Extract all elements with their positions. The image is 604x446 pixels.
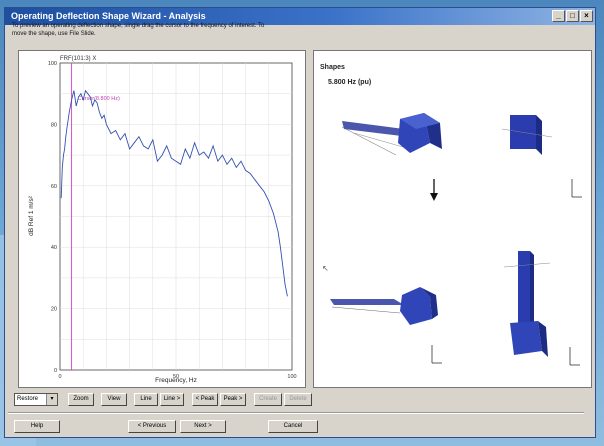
close-button[interactable]: ×: [580, 10, 593, 22]
y-tick-label: 60: [51, 184, 57, 190]
chevron-down-icon[interactable]: ▾: [46, 394, 57, 405]
plot-grid: [60, 63, 292, 370]
y-axis-label: dB Ref 1 m/s²: [28, 195, 35, 236]
x-tick-label: 0: [58, 374, 61, 380]
shape-view-front: [501, 115, 582, 198]
shapes-view[interactable]: Shapes 5.800 Hz (pu): [314, 51, 591, 387]
button-separator: [8, 412, 584, 414]
peak-next-button[interactable]: Peak >: [220, 393, 246, 406]
y-tick-label: 0: [54, 368, 57, 374]
cursor-label: Cursor(8.800 Hz): [78, 96, 120, 102]
x-axis-ticks: 0 50 100: [58, 374, 296, 380]
view-button[interactable]: View: [101, 393, 127, 406]
peak-prev-button[interactable]: < Peak: [192, 393, 218, 406]
instructions-text: To preview an operating deflection shape…: [12, 22, 312, 38]
next-button[interactable]: Next >: [180, 420, 226, 433]
previous-button[interactable]: < Previous: [128, 420, 176, 433]
shapes-panel: Shapes 5.800 Hz (pu): [313, 50, 592, 388]
window-title: Operating Deflection Shape Wizard - Anal…: [11, 11, 206, 21]
view-mode-select[interactable]: Restore ▾: [14, 393, 58, 406]
spectrum-chart[interactable]: FRF(101:3) X 100 80 60 40 20 0 0 50 100 Cursor(…: [19, 51, 305, 387]
y-tick-label: 20: [51, 307, 57, 313]
x-tick-label: 100: [287, 374, 296, 380]
line-next-button[interactable]: Line >: [160, 393, 184, 406]
title-bar[interactable]: Operating Deflection Shape Wizard - Anal…: [5, 8, 595, 25]
mouse-cursor-icon: ↖: [322, 264, 329, 273]
maximize-button[interactable]: □: [566, 10, 579, 22]
view-mode-value: Restore: [17, 396, 39, 402]
shape-view-iso: [341, 113, 442, 201]
instructions-line-1: To preview an operating deflection shape…: [12, 23, 265, 29]
y-tick-label: 100: [48, 61, 57, 67]
shapes-frequency: 5.800 Hz (pu): [328, 79, 371, 86]
spectrum-panel[interactable]: FRF(101:3) X 100 80 60 40 20 0 0 50 100 Cursor(…: [18, 50, 306, 388]
chart-title: FRF(101:3) X: [60, 56, 96, 62]
shape-view-top: [503, 251, 580, 366]
zoom-button[interactable]: Zoom: [68, 393, 94, 406]
x-axis-label: Frequency, Hz: [155, 377, 197, 384]
y-tick-label: 80: [51, 122, 57, 128]
create-button[interactable]: Create: [254, 393, 282, 406]
y-tick-label: 40: [51, 245, 57, 251]
cancel-button[interactable]: Cancel: [268, 420, 318, 433]
shapes-title: Shapes: [320, 64, 345, 71]
help-button[interactable]: Help: [14, 420, 60, 433]
minimize-button[interactable]: _: [552, 10, 565, 22]
shape-view-side: [330, 287, 442, 364]
frf-series-line: [60, 89, 288, 297]
delete-button[interactable]: Delete: [284, 393, 312, 406]
y-axis-ticks: 100 80 60 40 20 0: [48, 61, 57, 374]
x-tick-label: 50: [173, 374, 179, 380]
line-button[interactable]: Line: [134, 393, 158, 406]
instructions-line-2: move the shape, use File Slide.: [12, 31, 96, 37]
